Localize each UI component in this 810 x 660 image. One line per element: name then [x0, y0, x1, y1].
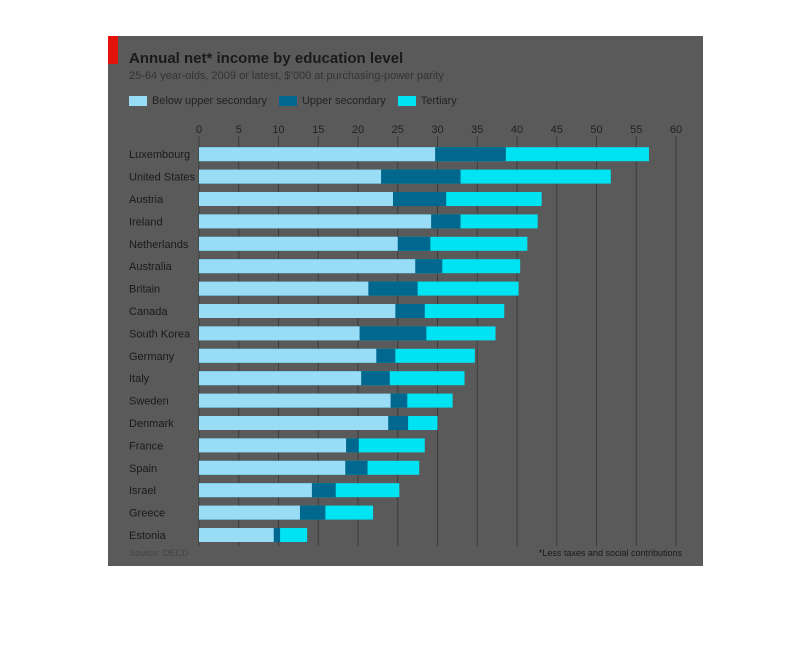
x-tick-label: 50 — [590, 124, 602, 136]
category-label: Australia — [129, 261, 173, 273]
bar-below-upper-secondary — [199, 192, 393, 206]
category-label: Italy — [129, 373, 150, 385]
x-tick-label: 55 — [630, 124, 642, 136]
x-tick-label: 20 — [352, 124, 364, 136]
category-label: Sweden — [129, 396, 169, 408]
bar-below-upper-secondary — [199, 236, 398, 251]
legend-item-upper-secondary: Upper secondary — [278, 95, 386, 107]
category-label: Estonia — [129, 530, 167, 542]
x-tick-label: 30 — [431, 124, 443, 136]
chart-subtitle: 25-64 year-olds, 2009 or latest, $’000 a… — [129, 70, 444, 82]
category-label: Israel — [129, 485, 156, 497]
x-tick-label: 15 — [312, 124, 324, 136]
bar-chart: 0 5 10 15 20 25 30 35 40 45 50 55 60 Luxembourg United… — [129, 124, 682, 547]
category-label: Germany — [129, 351, 175, 363]
category-label: Canada — [129, 306, 168, 318]
x-tick-label: 40 — [511, 124, 523, 136]
bar-below-upper-secondary — [199, 505, 300, 520]
category-label: Ireland — [129, 216, 163, 228]
bar-below-upper-secondary — [199, 393, 391, 408]
chart-panel: Annual net* income by education level 25… — [108, 36, 703, 566]
category-label: South Korea — [129, 328, 191, 340]
category-label: Luxembourg — [129, 149, 190, 161]
x-tick-label: 25 — [392, 124, 404, 136]
x-tick-label: 0 — [196, 124, 202, 136]
bar-below-upper-secondary — [199, 438, 347, 453]
bar-below-upper-secondary — [199, 169, 382, 184]
legend-item-tertiary: Tertiary — [397, 95, 457, 107]
bar-below-upper-secondary — [199, 259, 416, 274]
legend-swatch — [278, 96, 297, 106]
bar-below-upper-secondary — [199, 326, 360, 341]
category-label: Denmark — [129, 418, 174, 430]
x-tick-label: 45 — [551, 124, 563, 136]
category-label: Spain — [129, 463, 157, 475]
bar-below-upper-secondary — [199, 214, 432, 229]
bar-below-upper-secondary — [199, 528, 274, 542]
category-label: Austria — [129, 194, 164, 206]
legend-label: Tertiary — [420, 95, 457, 107]
source-note: Source: OECD — [129, 548, 189, 558]
bar-below-upper-secondary — [199, 416, 389, 430]
category-label: Britain — [129, 284, 160, 296]
legend-swatch — [129, 96, 147, 106]
chart-title: Annual net* income by education level — [129, 50, 404, 67]
legend-swatch — [397, 96, 416, 106]
legend-item-below-upper-secondary: Below upper secondary — [129, 95, 267, 107]
x-tick-label: 60 — [670, 124, 682, 136]
bar-below-upper-secondary — [199, 483, 312, 498]
x-tick-label: 35 — [471, 124, 483, 136]
brand-mark — [108, 36, 118, 64]
legend: Below upper secondary Upper secondary Te… — [129, 95, 457, 107]
x-tick-label: 5 — [236, 124, 242, 136]
category-label: Greece — [129, 508, 165, 520]
bar-below-upper-secondary — [199, 147, 436, 162]
bar-below-upper-secondary — [199, 371, 362, 386]
bar-below-upper-secondary — [199, 460, 346, 475]
category-label: United States — [129, 172, 196, 184]
bar-below-upper-secondary — [199, 304, 396, 318]
x-tick-label: 10 — [272, 124, 284, 136]
bar-below-upper-secondary — [199, 281, 369, 296]
legend-label: Below upper secondary — [152, 95, 267, 107]
category-label: Netherlands — [129, 239, 189, 251]
footnote: *Less taxes and social contributions — [538, 548, 682, 558]
bar-below-upper-secondary — [199, 348, 377, 363]
legend-label: Upper secondary — [301, 95, 386, 107]
category-label: France — [129, 440, 163, 452]
